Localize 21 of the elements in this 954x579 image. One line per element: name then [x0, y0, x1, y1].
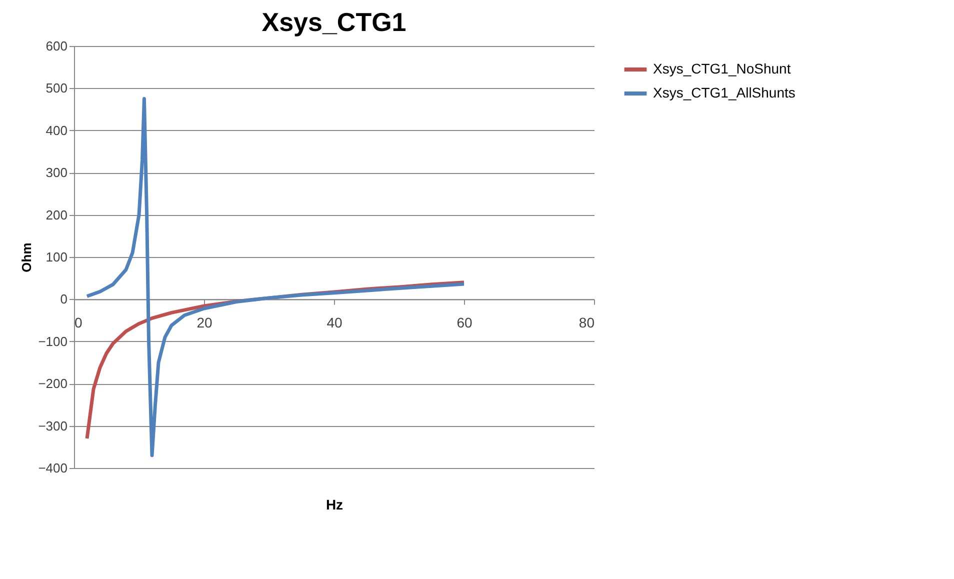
x-axis-title: Hz	[326, 496, 344, 512]
y-tick-label: −200	[38, 376, 68, 392]
y-tick-label: 500	[46, 80, 68, 96]
x-tick-label: 80	[578, 314, 595, 331]
x-tick-label: 60	[456, 314, 472, 331]
y-tick-label: 400	[46, 122, 68, 138]
y-tick-label: −300	[38, 418, 68, 434]
x-tick-label: 40	[326, 314, 342, 331]
y-tick-label: 200	[46, 207, 68, 222]
legend-label: Xsys_CTG1_NoShunt	[653, 60, 791, 76]
y-tick-label: 0	[60, 292, 68, 307]
y-tick-label: 300	[46, 165, 68, 180]
chart-title: Xsys_CTG1	[262, 7, 406, 37]
y-tick-label: −100	[38, 334, 68, 349]
y-tick-label: 600	[46, 38, 68, 54]
legend-label: Xsys_CTG1_AllShunts	[653, 84, 796, 100]
y-tick-label: 100	[46, 250, 68, 264]
y-tick-label: −400	[38, 460, 68, 476]
y-axis-title: Ohm	[19, 242, 34, 272]
x-tick-label: 20	[196, 314, 212, 331]
x-tick-label: 0	[74, 314, 82, 331]
